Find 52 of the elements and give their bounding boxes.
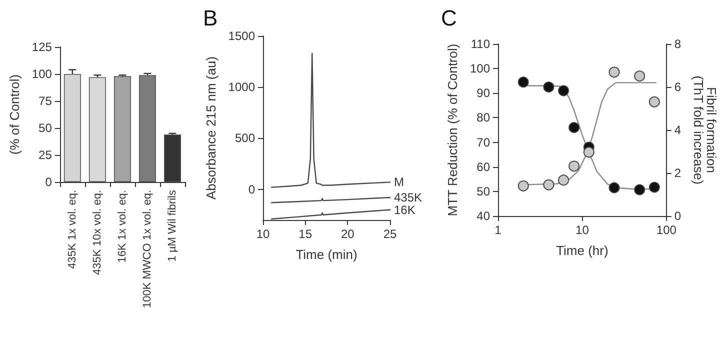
- bar: [138, 75, 156, 182]
- y-tick-label: 100: [32, 67, 52, 81]
- chart-title: C: [441, 6, 457, 30]
- y-tick-label: 25: [38, 148, 52, 162]
- series-label: 16K: [394, 202, 416, 217]
- y-tick-label: 0: [248, 182, 256, 196]
- line-series: [270, 52, 391, 188]
- y-tick-label: 1500: [228, 29, 256, 43]
- y-tick-label: 50: [38, 121, 52, 135]
- y-tick-label: 500: [234, 131, 256, 146]
- y-tick-label: 80: [476, 110, 490, 125]
- y-axis-title: (% of Control): [7, 74, 22, 155]
- y2-tick-label: 4: [674, 123, 682, 137]
- x-tick-label: 100K MWCO 1x vol. eq.: [141, 190, 154, 308]
- y-axis-title: MTT Reduction (% of Control): [445, 44, 460, 216]
- x-tick-label: 25: [383, 227, 397, 241]
- y-tick-label: 50: [476, 184, 490, 198]
- x-tick-label: 10: [256, 227, 270, 241]
- y2-tick-label: 6: [674, 80, 682, 94]
- y-tick-label: 0: [45, 175, 52, 189]
- y-tick-label: 75: [38, 94, 52, 108]
- y-tick-label: 40: [476, 209, 490, 223]
- y2-tick-label: 2: [674, 166, 682, 180]
- x-axis-title: Time (hr): [556, 243, 608, 258]
- series-label: 435K: [394, 190, 422, 205]
- x-tick-label: 10: [576, 223, 590, 237]
- series-label: M: [394, 175, 404, 190]
- x-tick-label: 16K 1x vol. eq.: [116, 190, 128, 263]
- bar: [114, 76, 131, 182]
- x-tick-label: 435K 1x vol. eq.: [66, 190, 78, 269]
- x-tick-label: 1 µM Wil fibrils: [166, 190, 178, 262]
- y2-tick-label: 8: [674, 37, 682, 51]
- y-tick-label: 110: [470, 37, 490, 51]
- bar: [64, 74, 81, 182]
- x-tick-label: 1: [494, 223, 502, 237]
- y-tick-label: 60: [476, 160, 490, 174]
- x-tick-label: 20: [340, 227, 355, 241]
- x-axis-title: Time (min): [296, 247, 358, 262]
- chart-title: B: [203, 6, 218, 30]
- x-tick-label: 15: [298, 227, 312, 241]
- bar: [88, 77, 106, 182]
- y-tick-label: 90: [476, 86, 490, 100]
- x-tick-label: 100: [656, 223, 677, 237]
- y-tick-label: 125: [32, 40, 52, 54]
- y2-tick-label: 0: [674, 209, 682, 223]
- y-tick-label: 1000: [228, 80, 256, 94]
- y-axis-title: Absorbance 215 nm (au): [203, 56, 218, 200]
- x-tick-label: 435K 10x vol. eq.: [91, 190, 104, 276]
- line-series: [270, 209, 391, 220]
- y-tick-label: 100: [470, 62, 490, 76]
- y-tick-label: 70: [476, 135, 490, 150]
- y2-axis-title: Fibril formation (ThT fold increase): [691, 76, 719, 184]
